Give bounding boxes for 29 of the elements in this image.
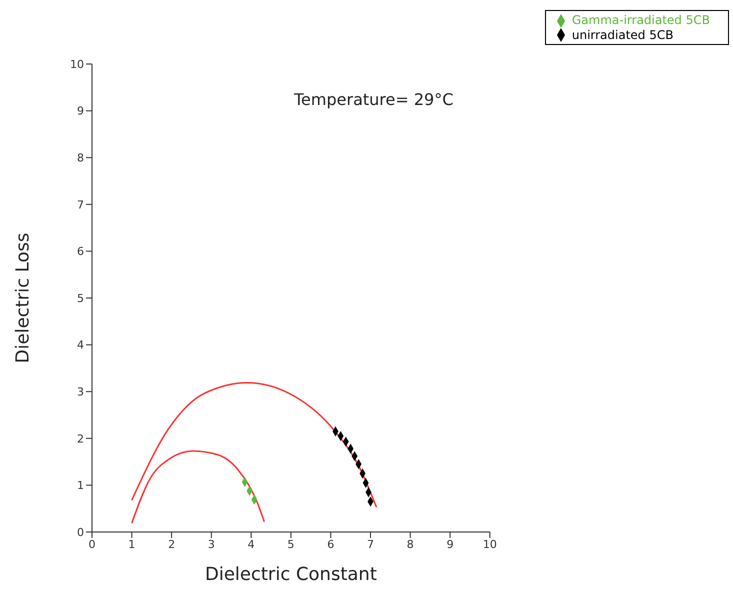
x-tick-label: 9 (446, 538, 454, 551)
y-tick-label: 6 (77, 245, 84, 258)
x-tick-label: 0 (88, 538, 96, 551)
x-tick-label: 5 (287, 538, 294, 551)
y-tick-label: 2 (77, 432, 84, 446)
x-tick-label: 2 (168, 538, 176, 551)
y-tick-label: 8 (77, 152, 84, 165)
x-tick-label: 7 (367, 538, 374, 551)
y-tick-label: 9 (77, 104, 84, 118)
x-tick-label: 1 (128, 538, 136, 551)
legend-label: Gamma-irradiated 5CB (572, 13, 710, 27)
y-tick-label: 0 (77, 526, 84, 539)
x-tick-label: 3 (208, 538, 215, 551)
y-tick-label: 10 (70, 58, 84, 71)
y-axis-title: Dielectric Loss (12, 232, 34, 364)
y-tick-label: 7 (77, 198, 84, 212)
y-tick-label: 1 (77, 479, 84, 492)
x-tick-label: 4 (248, 538, 255, 551)
x-tick-label: 6 (327, 538, 334, 551)
line-series (131, 382, 378, 508)
x-axis-title: Dielectric Constant (204, 564, 377, 585)
y-tick-label: 3 (77, 386, 84, 399)
y-tick-label: 4 (77, 338, 84, 352)
annotation: Temperature= 29°C (294, 90, 454, 109)
y-tick-label: 5 (77, 292, 84, 305)
legend-label: unirradiated 5CB (572, 28, 674, 42)
x-tick-label: 10 (482, 538, 497, 551)
line-series (131, 450, 266, 524)
x-tick-label: 8 (406, 538, 414, 551)
